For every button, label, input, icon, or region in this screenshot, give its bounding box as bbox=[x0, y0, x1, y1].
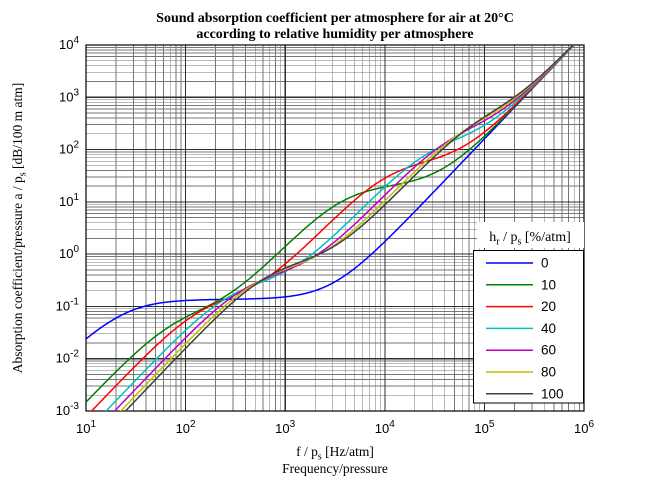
y-tick-label: 10-2 bbox=[56, 349, 80, 366]
y-tick-label: 104 bbox=[59, 35, 79, 52]
legend-row: 80 bbox=[486, 365, 556, 380]
y-tick-label: 100 bbox=[59, 244, 79, 261]
curve-0 bbox=[86, 45, 575, 340]
legend-row: 20 bbox=[486, 299, 556, 314]
legend-label: 60 bbox=[541, 343, 556, 358]
legend-label: 80 bbox=[541, 365, 556, 380]
x-tick-label: 105 bbox=[474, 419, 494, 436]
legend: hr / ps [%/atm] 0 10 20 40 60 80 100 bbox=[473, 222, 584, 404]
curves bbox=[86, 45, 575, 411]
legend-row: 0 bbox=[486, 256, 549, 271]
legend-row: 60 bbox=[486, 343, 556, 358]
legend-label: 40 bbox=[541, 321, 556, 336]
curve-80 bbox=[119, 45, 575, 411]
legend-row: 40 bbox=[486, 321, 556, 336]
x-tick-label: 103 bbox=[275, 419, 295, 436]
curve-60 bbox=[113, 45, 575, 411]
y-tick-label: 102 bbox=[59, 140, 79, 157]
x-tick-labels: 101 102 103 104 105 106 bbox=[76, 419, 594, 436]
legend-box bbox=[473, 250, 584, 404]
legend-label: 20 bbox=[541, 299, 556, 314]
x-axis-label: f / ps [Hz/atm] bbox=[296, 444, 374, 463]
y-tick-labels: 104 103 102 101 100 10-1 10-2 10-3 bbox=[56, 35, 80, 418]
x-tick-label: 104 bbox=[375, 419, 395, 436]
y-tick-label: 101 bbox=[59, 192, 79, 209]
y-tick-label: 10-3 bbox=[56, 401, 80, 418]
curve-10 bbox=[86, 45, 575, 403]
legend-label: 100 bbox=[541, 386, 564, 401]
x-tick-label: 102 bbox=[176, 419, 196, 436]
curve-40 bbox=[105, 45, 575, 411]
chart-title-line2: according to relative humidity per atmos… bbox=[196, 27, 473, 42]
chart-title-line1: Sound absorption coefficient per atmosph… bbox=[156, 11, 514, 26]
y-tick-label: 103 bbox=[59, 87, 79, 104]
y-axis-label: Absorption coefficient/pressure a / ps [… bbox=[10, 83, 29, 373]
curve-20 bbox=[90, 45, 575, 411]
legend-row: 100 bbox=[486, 386, 564, 401]
legend-label: 0 bbox=[541, 256, 549, 271]
legend-title: hr / ps [%/atm] bbox=[489, 230, 571, 248]
x-axis-sublabel: Frequency/pressure bbox=[282, 461, 388, 476]
legend-title-patch bbox=[477, 222, 584, 248]
x-tick-label: 101 bbox=[76, 419, 96, 436]
legend-row: 10 bbox=[486, 277, 556, 292]
x-tick-label: 106 bbox=[574, 419, 594, 436]
y-tick-label: 10-1 bbox=[56, 296, 80, 313]
curve-100 bbox=[124, 45, 574, 411]
legend-label: 10 bbox=[541, 277, 556, 292]
